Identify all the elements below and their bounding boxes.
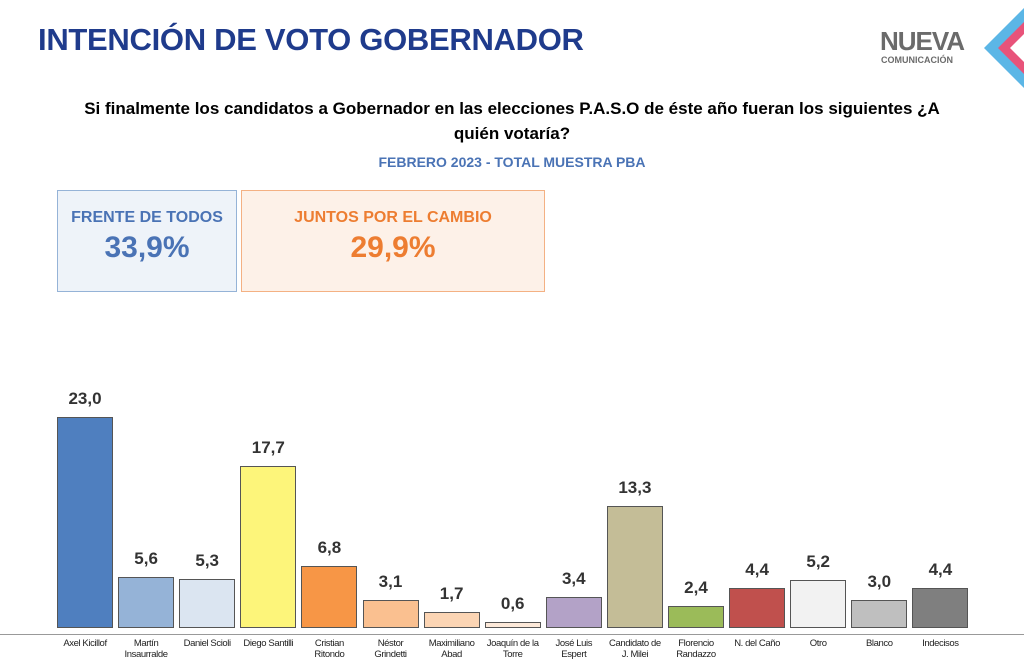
bar [240,465,297,628]
logo-diamond-core [1010,34,1024,62]
value-label: 5,2 [806,552,830,572]
value-label: 3,4 [561,568,586,588]
category-label: Néstor Grindetti [374,638,407,660]
bar [912,587,969,628]
category-label: Cristian Ritondo [314,638,345,660]
bar [362,599,419,628]
bar [729,587,786,628]
value-label: 1,7 [439,584,464,604]
bar [668,605,724,628]
category-label: Axel Kicillof [63,638,107,649]
party-box: FRENTE DE TODOS 33,9% [57,190,237,292]
value-label: 3,0 [867,572,892,592]
party-label: FRENTE DE TODOS [71,209,223,226]
logo-tagline: COMUNICACIÓN [881,55,953,65]
category-label: Joaquín de la Torre [486,638,539,660]
logo-shape [984,8,1024,88]
category-label: Otro [809,638,827,649]
party-box: JUNTOS POR EL CAMBIO 29,9% [241,190,545,292]
value-label: 2,4 [684,577,708,597]
category-label: José Luis Espert [555,638,593,660]
party-value: 33,9% [104,231,190,264]
category-label: Maximiliano Abad [428,638,475,660]
bar [57,417,113,628]
category-label: N. del Caño [734,638,780,649]
baseline [0,634,1024,635]
bar [301,565,358,628]
bar [545,596,602,628]
bar [423,612,480,628]
value-label: 13,3 [618,478,652,498]
category-label: Candidato de J. Milei [609,638,661,660]
value-label: 23,0 [68,389,102,409]
category-label: Daniel Scioli [183,638,231,649]
logo-name: NUEVA [880,26,965,56]
value-label: 6,8 [317,537,342,557]
category-label: Blanco [865,638,893,649]
bar [118,576,175,628]
category-label: Florencio Randazzo [676,638,716,660]
value-label: 5,3 [195,551,219,571]
value-label: 5,6 [134,548,158,568]
party-value: 29,9% [350,231,436,264]
value-label: 17,7 [251,437,285,457]
value-label: 4,4 [928,559,953,579]
value-label: 0,6 [500,594,525,614]
subtitle: Si finalmente los candidatos a Gobernado… [84,99,940,143]
bar [851,600,908,628]
title: INTENCIÓN DE VOTO GOBERNADOR [38,22,584,57]
note: FEBRERO 2023 - TOTAL MUESTRA PBA [378,154,646,170]
bar [484,622,541,628]
bar [790,580,847,628]
party-label: JUNTOS POR EL CAMBIO [294,209,492,226]
bar [606,506,663,628]
bar [179,579,236,628]
value-label: 4,4 [745,559,769,579]
category-label: Indecisos [922,638,959,649]
value-label: 3,1 [378,571,403,591]
category-label: Diego Santilli [243,638,294,649]
category-label: Martín Insaurralde [124,638,169,660]
